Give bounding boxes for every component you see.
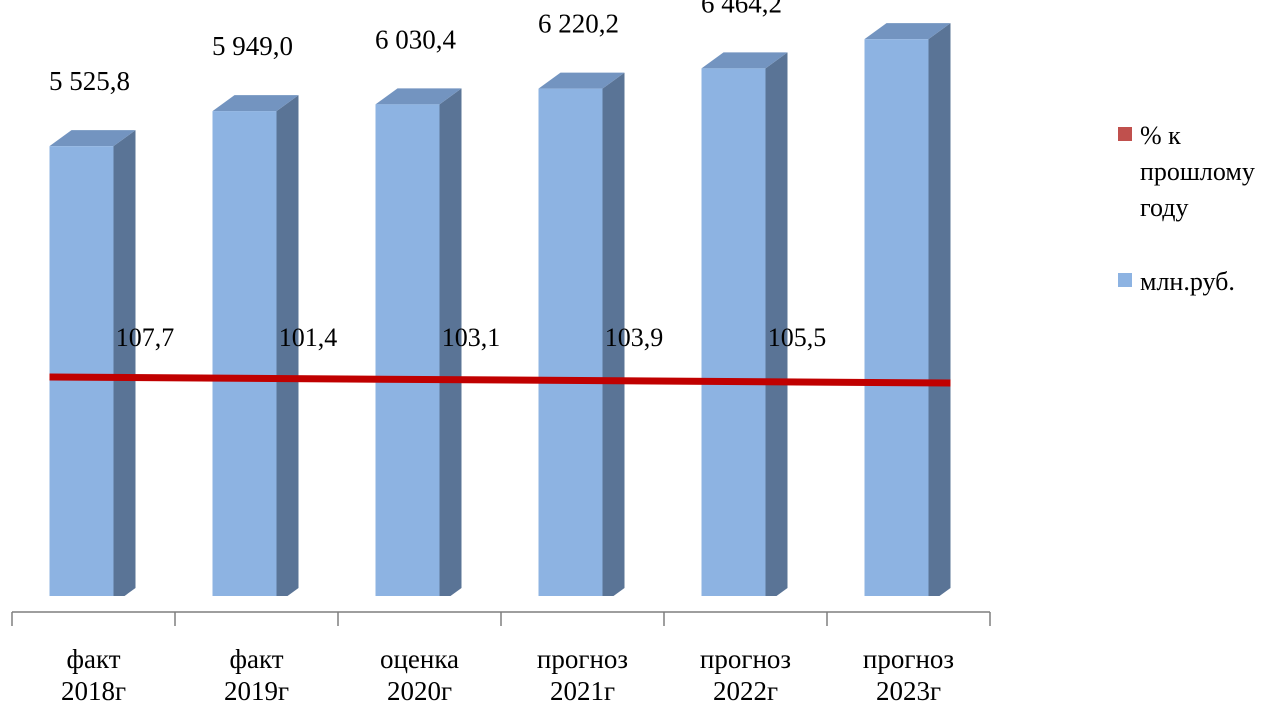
- legend-swatch-percent: [1118, 127, 1132, 141]
- legend-label-rub: млн.руб.: [1140, 267, 1235, 296]
- percent-value-label: 101,4: [279, 323, 338, 352]
- bar-front: [865, 39, 929, 604]
- bar-value-label: 5 949,0: [212, 31, 293, 61]
- x-tick-label: прогноз 2021г: [537, 644, 628, 704]
- legend-swatch-rub: [1118, 273, 1132, 287]
- bar: [865, 23, 951, 604]
- percent-value-label: 105,5: [768, 323, 827, 352]
- bar-front: [702, 68, 766, 604]
- legend-item-rub: млн.руб.: [1118, 264, 1284, 300]
- legend: % к прошлому году млн.руб.: [1118, 118, 1284, 300]
- x-tick-label: прогноз 2022г: [700, 644, 791, 704]
- percent-value-label: 103,1: [442, 323, 501, 352]
- chart-floor: [12, 596, 1012, 612]
- bar-side: [929, 23, 951, 604]
- bar-value-label: 6 220,2: [538, 9, 619, 39]
- bar-value-label: 6 030,4: [375, 24, 457, 54]
- line-series: [50, 377, 951, 383]
- percent-value-label: 107,7: [116, 323, 175, 352]
- percent-value-label: 103,9: [605, 323, 664, 352]
- x-axis: факт 2018г факт 2019г оценка 2020г прогноз 2021…: [12, 596, 1012, 704]
- bar-value-label: 6 464,2: [701, 0, 782, 18]
- bar-value-label: 5 525,8: [49, 66, 130, 96]
- bar-front: [539, 89, 603, 604]
- x-tick-label: факт 2019г: [224, 644, 289, 704]
- bar-front: [376, 104, 440, 604]
- x-tick-label: факт 2018г: [61, 644, 126, 704]
- x-tick-label: оценка 2020г: [380, 644, 459, 704]
- legend-label-percent: % к прошлому году: [1140, 121, 1255, 222]
- percent-line: [50, 377, 951, 383]
- bar-series: [50, 23, 951, 604]
- bar-side: [114, 130, 136, 604]
- legend-item-percent: % к прошлому году: [1118, 118, 1284, 226]
- data-labels: 5 525,85 949,06 030,46 220,26 464,26 817…: [49, 0, 945, 352]
- bar: [50, 130, 136, 604]
- bar-front: [213, 111, 277, 604]
- x-tick-label: прогноз 2023г: [863, 644, 954, 704]
